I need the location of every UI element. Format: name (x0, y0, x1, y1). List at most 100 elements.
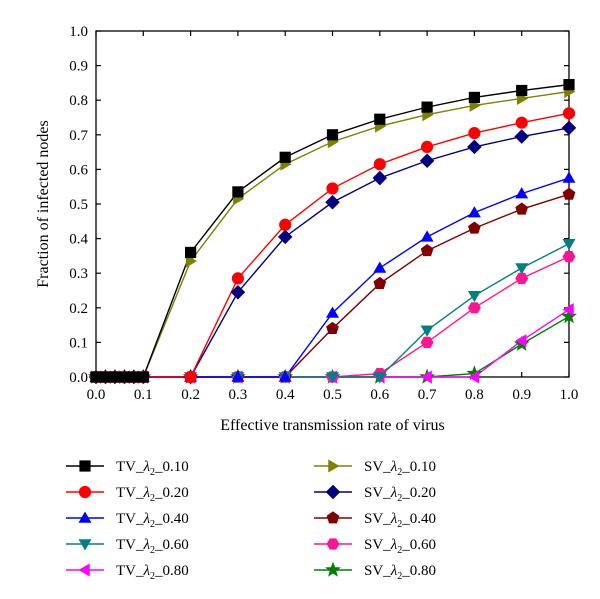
x-tick-label: 0.8 (465, 387, 484, 403)
data-point (468, 126, 481, 140)
data-point (325, 195, 340, 210)
y-tick-label: 0.5 (69, 197, 88, 213)
data-point (420, 244, 434, 257)
legend-entry: TV_λ2_0.80 (116, 563, 189, 582)
data-point (515, 116, 528, 129)
y-tick-label: 0.6 (69, 162, 88, 178)
data-point (372, 170, 388, 186)
y-tick-label: 0.9 (69, 59, 88, 75)
data-point (137, 371, 149, 383)
y-tick-label: 0.1 (69, 335, 88, 351)
plot-area: 0.0 0.1 0.2 0.3 0.4 0.5 0.6 0.7 0.8 0.9 1.0 0.0 0.1 0… (69, 24, 578, 403)
y-tick-label: 0.4 (69, 232, 88, 248)
data-point (230, 284, 246, 300)
data-point (515, 202, 529, 215)
x-axis-label: Effective transmission rate of virus (220, 417, 445, 434)
legend-entry: SV_λ2_0.60 (364, 537, 436, 556)
x-tick-label: 0.9 (512, 387, 531, 403)
data-point (184, 370, 197, 384)
data-point (326, 321, 339, 334)
data-point (562, 187, 576, 200)
data-point (326, 182, 339, 195)
x-tick-label: 0.6 (370, 387, 389, 403)
data-point (515, 272, 529, 284)
data-point (232, 186, 244, 198)
data-point (231, 370, 245, 382)
data-point (185, 254, 198, 268)
legend-marker (325, 484, 341, 500)
data-point (374, 113, 386, 125)
y-tick-label: 0.3 (69, 266, 88, 282)
data-point (373, 158, 386, 171)
legend-entry: TV_λ2_0.40 (116, 511, 189, 530)
data-point (562, 107, 576, 120)
data-point (562, 239, 576, 251)
y-tick-label: 1.0 (69, 24, 88, 40)
legend-marker (326, 511, 340, 524)
data-point (563, 79, 575, 91)
legend-marker (78, 511, 92, 523)
data-point (515, 263, 529, 275)
y-tick-label: 0.7 (69, 128, 88, 144)
data-point (109, 371, 121, 383)
data-point (326, 306, 339, 318)
data-point (373, 261, 387, 273)
series-line (96, 127, 570, 378)
data-point (128, 371, 140, 383)
data-point (231, 272, 244, 285)
data-point (278, 370, 292, 382)
legend-marker (328, 459, 340, 473)
x-tick-label: 0.3 (229, 387, 248, 403)
data-point (561, 308, 577, 324)
series-line (96, 193, 570, 378)
legend-entry: TV_λ2_0.20 (116, 485, 189, 504)
data-point (467, 206, 481, 218)
x-tick-label: 0.7 (418, 387, 437, 403)
legend-entry: SV_λ2_0.10 (364, 459, 436, 478)
legend-marker (78, 539, 92, 551)
legend-entry: SV_λ2_0.20 (364, 485, 436, 504)
x-tick-label: 0.1 (134, 387, 153, 403)
x-tick-label: 0.2 (181, 387, 200, 403)
legend-entry: TV_λ2_0.10 (116, 459, 189, 478)
y-tick-label: 0.0 (69, 370, 88, 386)
data-point (562, 250, 576, 263)
data-point (467, 290, 481, 303)
data-point (420, 230, 434, 242)
legend-marker (78, 563, 90, 577)
data-point (467, 370, 480, 384)
data-point (516, 84, 528, 97)
legend-entry: SV_λ2_0.80 (364, 563, 436, 582)
data-point (421, 101, 433, 113)
data-point (468, 221, 481, 234)
data-point (420, 325, 434, 337)
data-point (468, 91, 481, 104)
x-tick-label: 1.0 (560, 387, 579, 403)
data-point (279, 218, 292, 231)
x-tick-label: 0.0 (87, 387, 106, 403)
data-point (184, 246, 197, 259)
data-point (99, 371, 112, 383)
data-point (561, 120, 577, 136)
data-point (515, 187, 529, 199)
y-axis-label: Fraction of infected nodes (35, 120, 52, 288)
y-tick-label: 0.2 (69, 301, 88, 317)
data-point (373, 276, 387, 290)
legend-marker (78, 485, 92, 499)
data-point (467, 139, 482, 155)
data-point (420, 140, 434, 154)
data-point (420, 370, 432, 384)
x-tick-label: 0.5 (323, 387, 342, 403)
legend-marker (79, 460, 91, 472)
legend-entry: SV_λ2_0.40 (364, 511, 436, 530)
data-point (373, 372, 387, 384)
x-tick-label: 0.4 (276, 387, 295, 403)
data-point (279, 151, 291, 163)
legend-marker (326, 538, 340, 550)
y-tick-label: 0.8 (69, 93, 88, 109)
data-point (326, 129, 339, 141)
data-point (515, 334, 527, 348)
legend-entry: TV_λ2_0.60 (116, 537, 189, 556)
data-point (118, 371, 130, 383)
